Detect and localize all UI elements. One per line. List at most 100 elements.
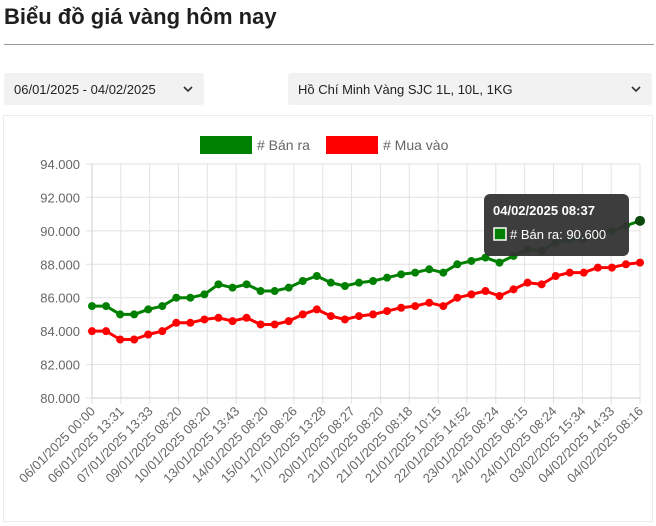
data-point-sell[interactable] <box>158 302 167 311</box>
data-point-sell[interactable] <box>439 268 448 277</box>
legend-label[interactable]: # Mua vào <box>383 137 449 153</box>
data-point-buy[interactable] <box>397 303 406 312</box>
data-point-sell[interactable] <box>172 293 181 302</box>
data-point-buy[interactable] <box>607 263 616 272</box>
data-point-buy[interactable] <box>144 330 153 339</box>
date-range-value: 06/01/2025 - 04/02/2025 <box>14 81 156 97</box>
tooltip-title: 04/02/2025 08:37 <box>493 203 595 218</box>
data-point-buy[interactable] <box>383 307 392 316</box>
data-point-buy[interactable] <box>425 298 434 307</box>
legend-swatch[interactable] <box>326 136 378 154</box>
data-point-buy[interactable] <box>256 320 265 329</box>
data-point-buy[interactable] <box>495 292 504 301</box>
data-point-sell[interactable] <box>425 265 434 274</box>
price-chart: # Bán ra # Mua vào 94.000 92.000 90.000 88.0… <box>16 136 646 486</box>
data-point-sell[interactable] <box>383 273 392 282</box>
data-point-buy[interactable] <box>354 312 363 321</box>
data-point-buy[interactable] <box>88 327 96 336</box>
date-range-select[interactable]: 06/01/2025 - 04/02/2025 <box>4 73 204 105</box>
tooltip-value: # Bán ra: 90.600 <box>510 227 606 242</box>
data-point-buy[interactable] <box>565 268 574 277</box>
page-title: Biểu đồ giá vàng hôm nay <box>4 4 277 29</box>
data-point-buy[interactable] <box>621 260 630 269</box>
data-point-buy[interactable] <box>214 313 223 322</box>
y-tick-label: 88.000 <box>40 257 80 272</box>
data-point-buy[interactable] <box>636 258 644 267</box>
y-tick-label: 80.000 <box>40 391 80 406</box>
data-point-buy[interactable] <box>172 318 181 327</box>
legend-label[interactable]: # Bán ra <box>257 137 310 153</box>
data-point-buy[interactable] <box>579 268 588 277</box>
data-point-buy[interactable] <box>228 317 237 326</box>
data-point-buy[interactable] <box>312 305 321 314</box>
data-point-sell[interactable] <box>130 310 139 319</box>
data-point-sell[interactable] <box>467 256 476 265</box>
data-point-buy[interactable] <box>551 271 560 280</box>
legend-swatch[interactable] <box>200 136 252 154</box>
data-point-buy[interactable] <box>369 310 378 319</box>
data-point-buy[interactable] <box>453 293 462 302</box>
data-point-buy[interactable] <box>593 263 602 272</box>
data-point-buy[interactable] <box>298 310 307 319</box>
data-point-sell[interactable] <box>270 287 279 296</box>
data-point-buy[interactable] <box>130 335 139 344</box>
data-point-sell[interactable] <box>298 277 307 285</box>
data-point-hovered[interactable] <box>635 215 645 226</box>
chevron-down-icon[interactable] <box>630 83 642 95</box>
data-point-sell[interactable] <box>495 258 504 267</box>
data-point-sell[interactable] <box>354 278 363 287</box>
data-point-buy[interactable] <box>186 318 195 327</box>
data-point-buy[interactable] <box>340 315 349 324</box>
data-point-sell[interactable] <box>481 253 490 262</box>
data-point-buy[interactable] <box>481 287 490 296</box>
data-point-buy[interactable] <box>439 302 448 311</box>
y-tick-label: 92.000 <box>40 190 80 205</box>
data-point-buy[interactable] <box>284 317 293 326</box>
data-point-sell[interactable] <box>102 302 111 311</box>
data-point-buy[interactable] <box>467 290 476 299</box>
data-point-sell[interactable] <box>326 278 335 287</box>
data-point-sell[interactable] <box>242 280 251 289</box>
data-point-buy[interactable] <box>411 302 420 311</box>
y-tick-label: 94.000 <box>40 157 80 172</box>
tooltip-swatch <box>493 227 507 241</box>
y-tick-label: 84.000 <box>40 324 80 339</box>
data-point-buy[interactable] <box>326 312 335 321</box>
data-point-sell[interactable] <box>369 277 378 285</box>
data-point-sell[interactable] <box>228 283 237 292</box>
data-point-sell[interactable] <box>200 290 209 299</box>
y-axis: 94.000 92.000 90.000 88.000 86.000 84.000 82.0… <box>40 157 80 406</box>
location-value: Hồ Chí Minh Vàng SJC 1L, 10L, 1KG <box>298 81 513 97</box>
chart-card: # Bán ra # Mua vào 94.000 92.000 90.000 88.0… <box>4 116 652 521</box>
y-tick-label: 90.000 <box>40 224 80 239</box>
y-tick-label: 82.000 <box>40 358 80 373</box>
data-point-sell[interactable] <box>256 287 265 296</box>
data-point-buy[interactable] <box>102 327 111 336</box>
data-point-sell[interactable] <box>284 283 293 292</box>
series-line-buy <box>92 261 641 341</box>
data-point-sell[interactable] <box>453 260 462 269</box>
data-point-sell[interactable] <box>340 282 349 291</box>
chevron-down-icon[interactable] <box>182 83 194 95</box>
data-point-buy[interactable] <box>158 327 167 336</box>
data-point-sell[interactable] <box>88 302 96 311</box>
y-tick-label: 86.000 <box>40 291 80 306</box>
data-point-sell[interactable] <box>397 270 406 279</box>
data-point-sell[interactable] <box>411 268 420 277</box>
data-point-sell[interactable] <box>214 280 223 289</box>
chart-legend: # Bán ra # Mua vào <box>200 136 449 154</box>
data-point-sell[interactable] <box>186 293 195 302</box>
data-point-buy[interactable] <box>200 315 209 324</box>
title-divider <box>4 44 654 45</box>
data-point-sell[interactable] <box>144 305 153 314</box>
data-point-buy[interactable] <box>509 285 518 294</box>
data-point-sell[interactable] <box>116 310 125 319</box>
location-select[interactable]: Hồ Chí Minh Vàng SJC 1L, 10L, 1KG <box>288 73 652 105</box>
data-point-buy[interactable] <box>523 278 532 287</box>
data-point-buy[interactable] <box>116 335 125 344</box>
data-point-buy[interactable] <box>270 320 279 329</box>
data-point-buy[interactable] <box>242 313 251 322</box>
data-point-sell[interactable] <box>312 271 321 280</box>
data-point-buy[interactable] <box>537 280 546 289</box>
